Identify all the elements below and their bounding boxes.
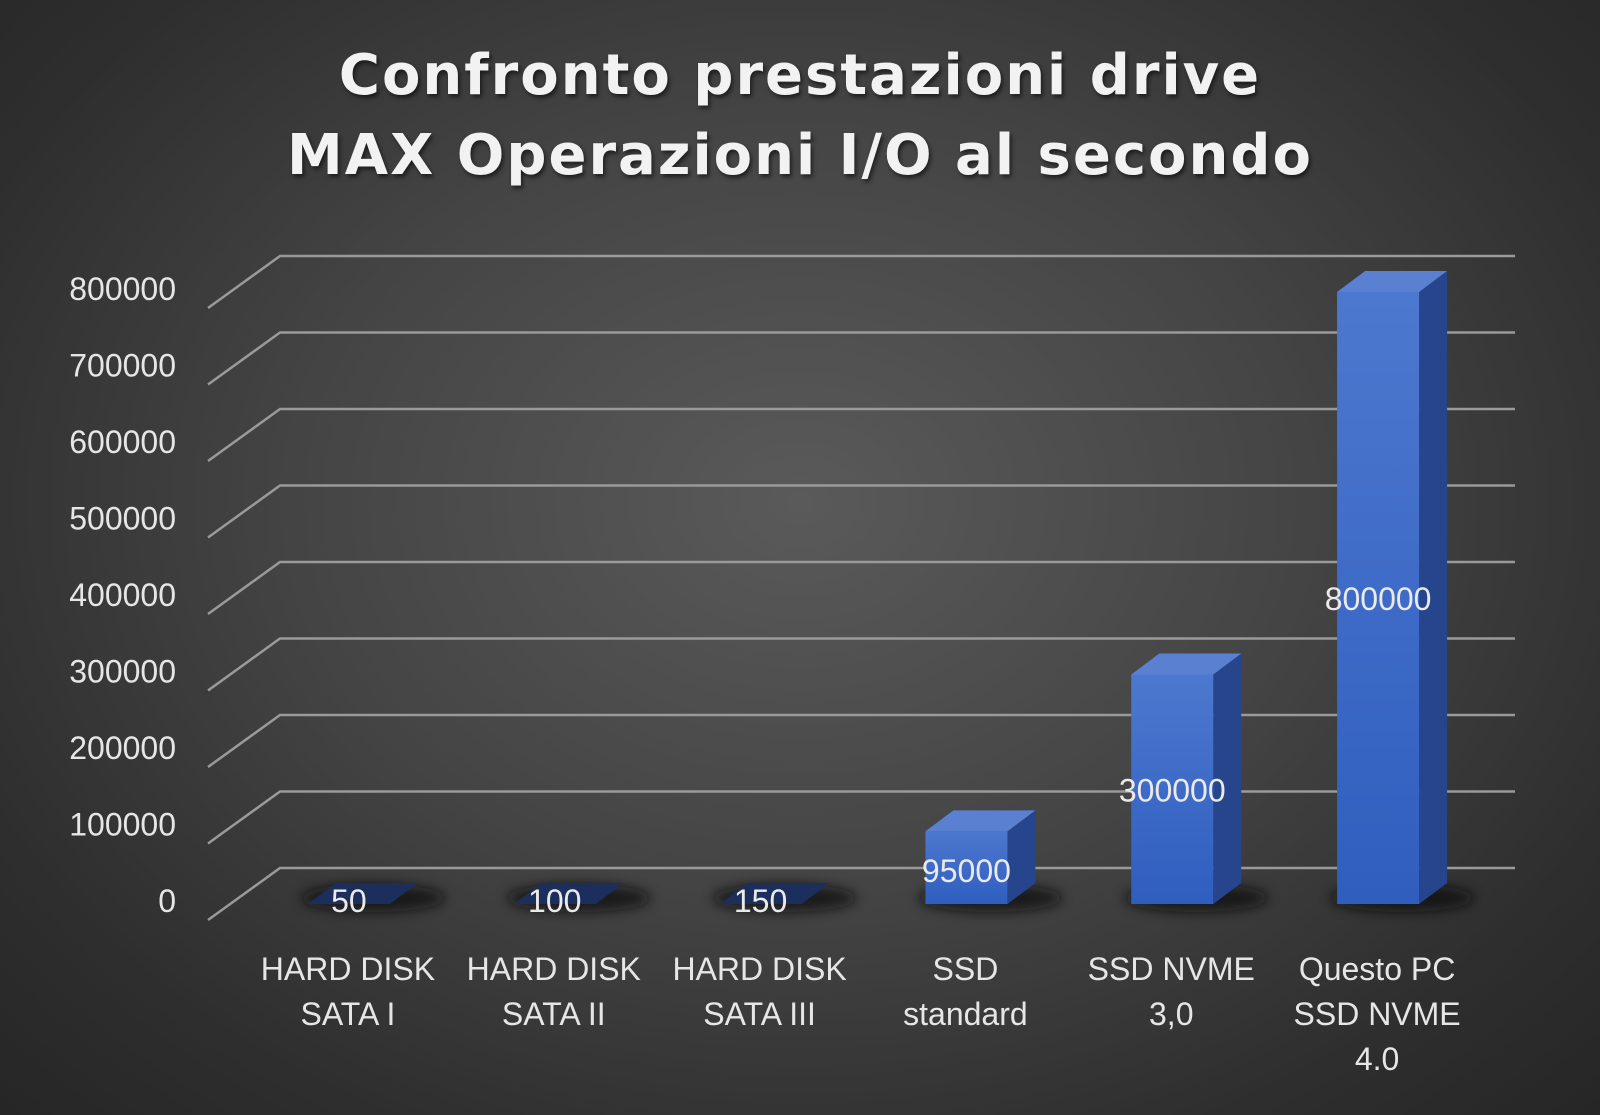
y-tick-label: 700000 bbox=[69, 348, 176, 384]
x-tick-label-line: HARD DISK bbox=[672, 951, 846, 987]
y-tick-label: 800000 bbox=[69, 271, 176, 307]
data-label: 300000 bbox=[1119, 772, 1226, 808]
gridline bbox=[207, 407, 1515, 463]
x-tick-label: SSD standard bbox=[903, 951, 1028, 1032]
data-label: 800000 bbox=[1325, 581, 1432, 617]
chart-title: Confronto prestazioni drive MAX Operazio… bbox=[0, 36, 1600, 196]
bar bbox=[307, 883, 418, 904]
bar bbox=[719, 883, 830, 904]
x-tick-label-line: SATA III bbox=[703, 996, 816, 1032]
bar-top bbox=[925, 810, 1036, 832]
bar bbox=[925, 831, 1008, 904]
data-label: 100 bbox=[528, 883, 581, 919]
x-tick-label-line: Questo PC bbox=[1299, 951, 1456, 987]
data-label: 150 bbox=[734, 883, 787, 919]
x-tick-label: Questo PC SSD NVME 4.0 bbox=[1294, 951, 1461, 1077]
gridline bbox=[207, 866, 1515, 922]
gridline bbox=[207, 790, 1515, 845]
gridline bbox=[207, 484, 1515, 539]
x-tick-label-line: SATA II bbox=[502, 996, 606, 1032]
x-tick-label-line: 3,0 bbox=[1149, 996, 1193, 1032]
chart-title-line-2: MAX Operazioni I/O al secondo bbox=[287, 123, 1313, 188]
gridline bbox=[207, 331, 1515, 386]
x-tick-label: HARD DISK SATA II bbox=[467, 951, 641, 1032]
gridline bbox=[207, 560, 1515, 616]
bar-top bbox=[1131, 653, 1242, 675]
gridline bbox=[207, 713, 1515, 769]
y-tick-label: 600000 bbox=[69, 424, 176, 460]
x-tick-label-line: SSD NVME bbox=[1294, 996, 1461, 1032]
y-tick-label: 400000 bbox=[69, 577, 176, 613]
x-tick-label-line: SATA I bbox=[300, 996, 395, 1032]
x-tick-label-line: HARD DISK bbox=[261, 951, 435, 987]
x-tick-label-line: 4.0 bbox=[1355, 1041, 1399, 1077]
data-label: 95000 bbox=[922, 853, 1011, 889]
bar bbox=[513, 883, 624, 904]
bar bbox=[1337, 292, 1420, 904]
y-tick-label: 100000 bbox=[69, 807, 176, 843]
x-tick-label-line: SSD NVME bbox=[1088, 951, 1255, 987]
x-tick-label: HARD DISK SATA I bbox=[261, 951, 435, 1032]
bar-side bbox=[1419, 271, 1448, 904]
bar bbox=[1131, 674, 1214, 904]
bar-top bbox=[1337, 271, 1448, 292]
gridline bbox=[207, 637, 1515, 692]
bar-side bbox=[1213, 653, 1242, 904]
x-tick-label: HARD DISK SATA III bbox=[672, 951, 846, 1032]
x-tick-label: SSD NVME 3,0 bbox=[1088, 951, 1255, 1032]
y-tick-label: 300000 bbox=[69, 654, 176, 690]
y-tick-label: 0 bbox=[158, 883, 176, 919]
y-tick-label: 500000 bbox=[69, 501, 176, 537]
x-tick-label-line: SSD bbox=[933, 951, 999, 987]
chart-title-line-1: Confronto prestazioni drive bbox=[338, 43, 1262, 108]
gridline bbox=[207, 254, 1515, 310]
y-tick-label: 200000 bbox=[69, 730, 176, 766]
data-label: 50 bbox=[331, 883, 367, 919]
x-tick-label-line: standard bbox=[903, 996, 1028, 1032]
x-tick-label-line: HARD DISK bbox=[467, 951, 641, 987]
bar-side bbox=[1007, 810, 1036, 904]
